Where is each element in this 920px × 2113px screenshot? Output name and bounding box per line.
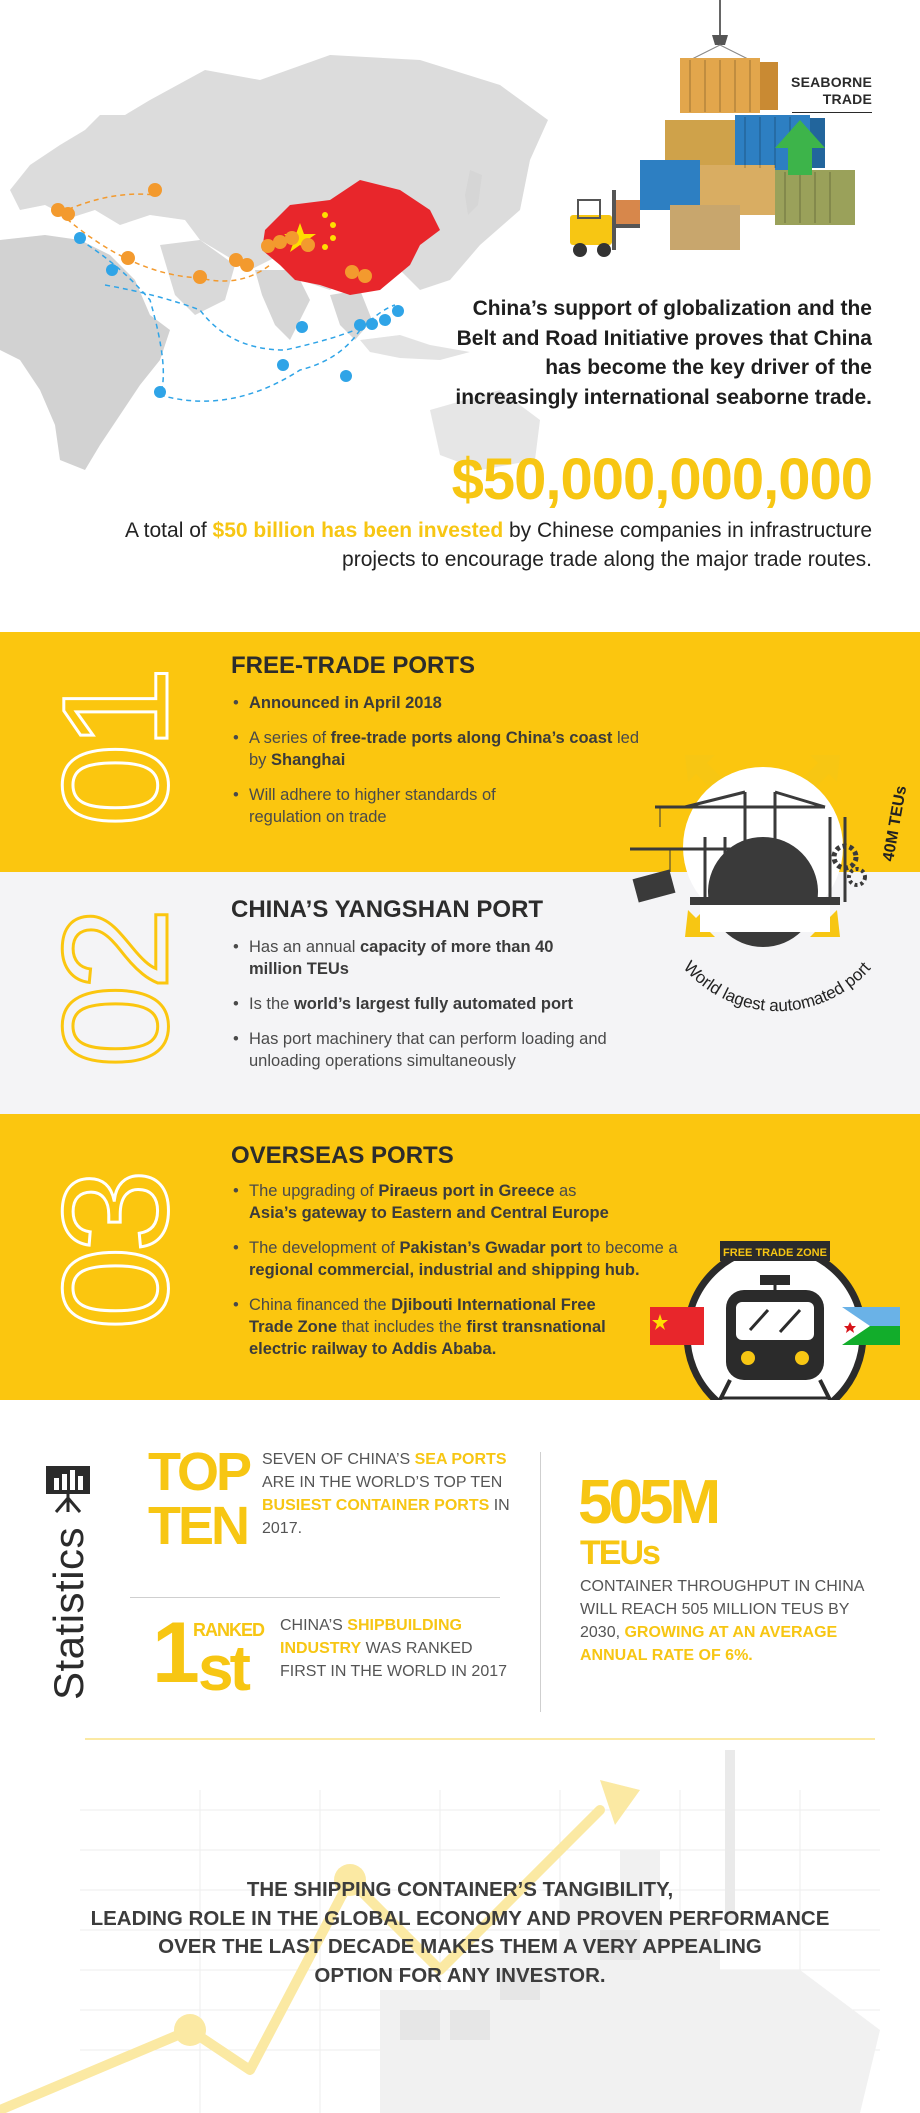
presentation-chart-icon bbox=[46, 1466, 90, 1513]
stats-divider-horizontal bbox=[130, 1597, 500, 1598]
bullet-item: The upgrading of Piraeus port in Greece … bbox=[231, 1180, 611, 1224]
hero-note-highlight: $50 billion has been invested bbox=[212, 519, 504, 542]
bullet-bold: free-trade ports along China’s coast bbox=[330, 729, 613, 747]
section-title: FREE-TRADE PORTS bbox=[231, 652, 476, 679]
teu-big-number: 505M bbox=[578, 1468, 721, 1537]
stat-text-highlight: SHIPBUILDING INDUSTRY bbox=[280, 1617, 462, 1657]
hero-note-suffix: by Chinese companies in infrastructure p… bbox=[342, 519, 872, 571]
bullet-list: Announced in April 2018 A series of free… bbox=[231, 692, 651, 841]
bullet-bold: Asia’s gateway to Eastern and Central Eu… bbox=[249, 1204, 609, 1222]
bullet-item: A series of free-trade ports along China… bbox=[231, 727, 651, 771]
investment-amount: $50,000,000,000 bbox=[451, 447, 873, 512]
section-title: OVERSEAS PORTS bbox=[231, 1142, 454, 1169]
footer-rule bbox=[85, 1738, 875, 1740]
container-stack-illustration bbox=[570, 0, 855, 257]
bullet-text: that includes the bbox=[337, 1318, 467, 1336]
teu-unit: TEUs bbox=[580, 1534, 661, 1572]
hero-statement: China’s support of globalization and the… bbox=[455, 297, 872, 409]
bullet-bold: world’s largest fully automated port bbox=[293, 995, 573, 1013]
bullet-bold: Pakistan’s Gwadar port bbox=[399, 1239, 583, 1257]
bullet-item: Has an annual capacity of more than 40 m… bbox=[231, 936, 571, 980]
seaborne-trade-label: SEABORNE TRADE bbox=[722, 74, 872, 113]
closing-statement: THE SHIPPING CONTAINER’S TANGIBILITY, LE… bbox=[40, 1876, 880, 1990]
closing-line: OVER THE LAST DECADE MAKES THEM A VERY A… bbox=[158, 1935, 762, 1958]
bullet-text: China financed the bbox=[249, 1296, 392, 1314]
bullet-item: Has port machinery that can perform load… bbox=[231, 1028, 651, 1072]
stat-text-span: ARE IN THE WORLD’S TOP TEN bbox=[262, 1474, 503, 1491]
bullet-text: to become a bbox=[582, 1239, 678, 1257]
footer-section: THE SHIPPING CONTAINER’S TANGIBILITY, LE… bbox=[0, 1730, 920, 2113]
footer-background-illustration bbox=[0, 1750, 880, 2113]
automated-port-badge: World lagest automated port 40M TEUs bbox=[630, 755, 910, 1012]
bullet-item: China financed the Djibouti Internationa… bbox=[231, 1294, 631, 1360]
bullet-text: as bbox=[554, 1182, 577, 1200]
bullet-list: The upgrading of Piraeus port in Greece … bbox=[231, 1180, 691, 1373]
ranked-label: RANKED bbox=[193, 1620, 265, 1640]
closing-line: LEADING ROLE IN THE GLOBAL ECONOMY AND P… bbox=[90, 1906, 830, 1930]
trade-zone-label: FREE TRADE ZONE bbox=[723, 1247, 827, 1259]
hero-note-prefix: A total of bbox=[124, 519, 213, 542]
stat-text-span: CHINA’S bbox=[280, 1617, 348, 1634]
top-ten-heading: TOP TEN bbox=[148, 1442, 252, 1556]
ranked-number: 1 bbox=[152, 1605, 200, 1701]
port-arc-text: World lagest automated port bbox=[680, 957, 874, 1012]
statistics-label: Statistics bbox=[45, 1526, 92, 1700]
bullet-item: Announced in April 2018 bbox=[231, 692, 651, 714]
section-title: CHINA’S YANGSHAN PORT bbox=[231, 896, 544, 923]
stats-divider-vertical bbox=[540, 1452, 541, 1712]
bullet-text: led by bbox=[249, 729, 640, 769]
stat-text-highlight: SEA PORTS bbox=[414, 1451, 507, 1468]
teu-description: CONTAINER THROUGHPUT IN CHINA WILL REACH… bbox=[580, 1575, 880, 1667]
bullet-text: Has port machinery that can perform load… bbox=[249, 1030, 607, 1070]
port-teu-text: 40M TEUs bbox=[880, 784, 910, 862]
bullet-item: Is the world’s largest fully automated p… bbox=[231, 993, 651, 1015]
stat-text-span: SEVEN OF CHINA’S bbox=[262, 1451, 415, 1468]
hero-section: SEABORNE TRADE China’s support of global… bbox=[0, 0, 920, 630]
statistics-section bbox=[0, 1400, 920, 1730]
stat-text-span: IN 2017. bbox=[262, 1497, 510, 1537]
bullet-bold: Announced in April 2018 bbox=[249, 694, 442, 712]
bullet-item: Will adhere to higher standards of regul… bbox=[231, 784, 521, 828]
top-ten-line1: TOP bbox=[148, 1442, 252, 1502]
section-number: 01 bbox=[30, 671, 201, 829]
bullet-bold: first transnational electric railway to … bbox=[249, 1318, 606, 1358]
stat-text-span: CONTAINER THROUGHPUT IN CHINA WILL REACH… bbox=[580, 1578, 864, 1641]
bullet-text: The upgrading of bbox=[249, 1182, 379, 1200]
bullet-list: Has an annual capacity of more than 40 m… bbox=[231, 936, 651, 1085]
bullet-bold: Shanghai bbox=[271, 751, 346, 769]
section-number: 02 bbox=[30, 912, 201, 1070]
bullet-bold: Piraeus port in Greece bbox=[378, 1182, 555, 1200]
bullet-bold: regional commercial, industrial and ship… bbox=[249, 1261, 640, 1279]
closing-line: OPTION FOR ANY INVESTOR. bbox=[314, 1963, 606, 1987]
bullet-text: The development of bbox=[249, 1239, 400, 1257]
top-ten-description: SEVEN OF CHINA’S SEA PORTS ARE IN THE WO… bbox=[262, 1448, 522, 1540]
bullet-text: Has an annual bbox=[249, 938, 360, 956]
bullet-text: Is the bbox=[249, 995, 294, 1013]
closing-line: THE SHIPPING CONTAINER’S TANGIBILITY, bbox=[246, 1878, 674, 1901]
stat-text-highlight: GROWING AT AN AVERAGE ANNUAL RATE OF 6%. bbox=[580, 1624, 838, 1664]
bullet-item: The development of Pakistan’s Gwadar por… bbox=[231, 1237, 691, 1281]
ranked-suffix: st bbox=[198, 1632, 251, 1704]
ranked-description: CHINA’S SHIPBUILDING INDUSTRY WAS RANKED… bbox=[280, 1614, 510, 1683]
bullet-text: A series of bbox=[249, 729, 331, 747]
svg-text:World lagest automated port: World lagest automated port bbox=[680, 957, 874, 1012]
seaborne-label-line1: SEABORNE bbox=[791, 74, 872, 90]
world-map-illustration bbox=[0, 55, 548, 470]
bullet-bold: Djibouti International Free Trade Zone bbox=[249, 1296, 596, 1336]
hero-note: A total of $50 billion has been invested… bbox=[72, 516, 872, 574]
seaborne-label-line2: TRADE bbox=[822, 91, 872, 107]
bullet-bold: capacity of more than 40 million TEUs bbox=[249, 938, 554, 978]
top-ten-line2: TEN bbox=[148, 1496, 250, 1556]
seaborne-label-rule bbox=[792, 112, 872, 113]
section-number: 03 bbox=[30, 1174, 201, 1332]
stat-text-highlight: BUSIEST CONTAINER PORTS bbox=[262, 1497, 490, 1514]
stat-text-span: WAS RANKED FIRST IN THE WORLD IN 2017 bbox=[280, 1640, 508, 1680]
bullet-text: Will adhere to higher standards of regul… bbox=[249, 786, 496, 826]
